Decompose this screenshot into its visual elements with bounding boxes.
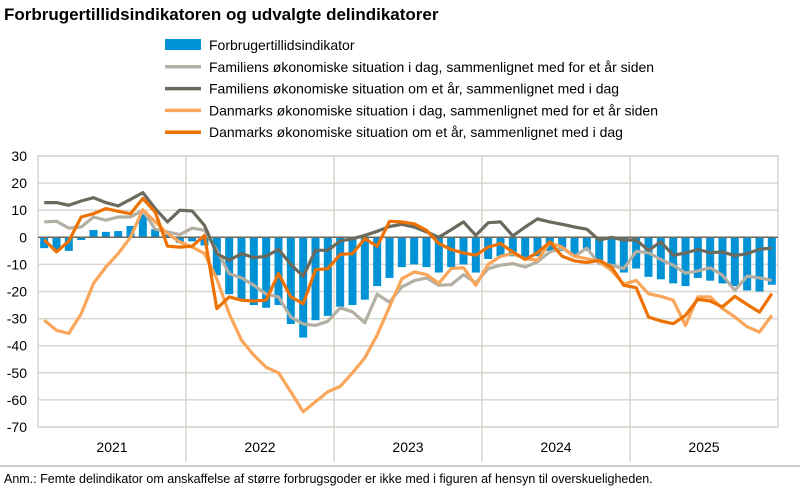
legend-label: Forbrugertillidsindikator <box>209 37 355 53</box>
bar <box>385 237 394 278</box>
bar <box>422 237 431 268</box>
bar <box>373 237 382 287</box>
legend-label: Familiens økonomiske situation om et år,… <box>209 81 619 97</box>
chart-note: Anm.: Femte delindikator om anskaffelse … <box>4 472 653 486</box>
y-tick-label: -50 <box>7 365 27 381</box>
bar <box>410 237 419 265</box>
bar <box>249 237 258 306</box>
bar <box>286 237 295 325</box>
bar <box>607 237 616 265</box>
series-line <box>44 191 772 278</box>
bar <box>570 237 579 257</box>
y-tick-label: -20 <box>7 284 27 300</box>
y-tick-label: 20 <box>11 175 27 191</box>
legend-label: Danmarks økonomiske situation i dag, sam… <box>209 102 658 118</box>
x-tick-label: 2024 <box>540 439 571 455</box>
bar <box>459 237 468 265</box>
bar <box>52 237 61 251</box>
x-tick-label: 2023 <box>392 439 423 455</box>
bar <box>101 231 110 238</box>
bar <box>558 237 567 251</box>
bar <box>496 237 505 257</box>
y-tick-label: 0 <box>19 229 27 245</box>
y-tick-label: -40 <box>7 338 27 354</box>
bar <box>348 237 357 306</box>
bar <box>114 231 123 238</box>
legend-label: Danmarks økonomiske situation om et år, … <box>209 124 623 140</box>
bar <box>77 237 86 241</box>
bar-series <box>38 214 778 338</box>
bar <box>126 225 135 238</box>
y-tick-label: -70 <box>7 419 27 435</box>
x-tick-label: 2021 <box>96 439 127 455</box>
bar <box>138 214 147 238</box>
chart-title: Forbrugertillidsindikatoren og udvalgte … <box>4 5 439 24</box>
legend-swatch-bar <box>165 39 201 50</box>
bar <box>533 237 542 257</box>
bar <box>595 237 604 262</box>
bar <box>212 237 221 276</box>
bar <box>225 237 234 295</box>
bar <box>397 237 406 268</box>
y-tick-label: -60 <box>7 392 27 408</box>
bar <box>151 229 160 238</box>
bar <box>743 237 752 291</box>
y-tick-label: 30 <box>11 148 27 164</box>
series-line <box>43 208 774 414</box>
y-tick-label: 10 <box>11 202 27 218</box>
y-tick-label: -10 <box>7 256 27 272</box>
series-line <box>43 196 774 326</box>
bar <box>669 237 678 284</box>
legend-label: Familiens økonomiske situation i dag, sa… <box>209 59 654 75</box>
bar <box>619 237 628 273</box>
bar <box>681 237 690 287</box>
bar <box>521 237 530 259</box>
bar <box>89 229 98 238</box>
bar <box>730 237 739 287</box>
bar <box>767 237 776 285</box>
bar <box>336 237 345 307</box>
bar <box>706 237 715 281</box>
bar <box>64 237 73 251</box>
bar <box>718 237 727 284</box>
line-series <box>43 191 774 414</box>
bar <box>40 237 49 249</box>
bar <box>693 237 702 278</box>
x-tick-label: 2025 <box>688 439 719 455</box>
bar <box>323 237 332 316</box>
bar <box>299 237 308 338</box>
axes: 30 20 10 0 -10 -20 -30 -40 -50 -60 -70 2021 2022 2023… <box>7 148 720 455</box>
bar <box>508 237 517 257</box>
y-tick-label: -30 <box>7 311 27 327</box>
bar <box>582 237 591 251</box>
bar <box>274 237 283 306</box>
bar <box>262 237 271 308</box>
bar <box>447 237 456 268</box>
bar <box>237 237 246 300</box>
bar <box>188 237 197 242</box>
bar <box>434 237 443 273</box>
bar <box>644 237 653 277</box>
bar <box>755 237 764 292</box>
gridlines <box>37 155 779 462</box>
bar <box>311 237 320 321</box>
x-tick-label: 2022 <box>244 439 275 455</box>
bar <box>163 234 172 238</box>
legend: Forbrugertillidsindikator Familiens økono… <box>165 37 658 140</box>
bar <box>360 237 369 300</box>
